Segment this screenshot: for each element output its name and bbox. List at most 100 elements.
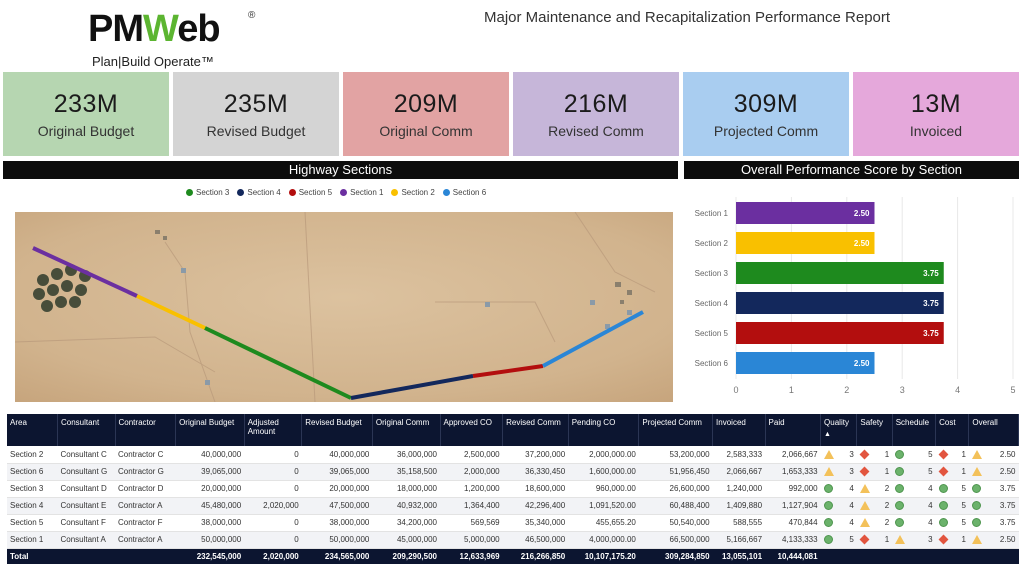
chart-value-label: 2.50	[854, 239, 870, 248]
chart-bar[interactable]	[736, 202, 875, 224]
chart-bar[interactable]	[736, 262, 944, 284]
highway-map[interactable]	[15, 212, 673, 402]
map-legend: Section 3 Section 4 Section 5 Section 1 Sect…	[186, 188, 486, 197]
cell-quality: 3	[820, 463, 857, 481]
total-proj-comm: 309,284,850	[638, 548, 713, 564]
column-header-original-comm[interactable]: Original Comm	[372, 414, 441, 446]
cell-consultant: Consultant F	[57, 514, 115, 532]
route-segment-section-2[interactable]	[136, 294, 206, 330]
table-row[interactable]: Section 6 Consultant G Contractor G 39,065,…	[7, 463, 1019, 481]
legend-item[interactable]: Section 6	[442, 188, 486, 197]
score-value: 3	[849, 467, 854, 476]
column-header-revised-comm[interactable]: Revised Comm	[502, 414, 569, 446]
cell-pending-co: 2,000,000.00	[568, 446, 639, 464]
legend-item[interactable]: Section 5	[288, 188, 332, 197]
triangle-status-icon	[971, 449, 982, 459]
legend-item[interactable]: Section 3	[186, 188, 229, 197]
chart-bar[interactable]	[736, 292, 944, 314]
kpi-card-revised-budget[interactable]: 235M Revised Budget	[173, 72, 339, 156]
cell-approved-co: 2,500,000	[440, 446, 503, 464]
column-header-consultant[interactable]: Consultant	[57, 414, 116, 446]
table-row[interactable]: Section 5 Consultant F Contractor F 38,000,…	[7, 514, 1019, 532]
kpi-label: Original Comm	[379, 122, 473, 139]
route-segment-section-1[interactable]	[32, 246, 138, 298]
column-header-safety[interactable]: Safety	[856, 414, 893, 446]
route-segment-section-6[interactable]	[542, 310, 644, 368]
kpi-card-revised-comm[interactable]: 216M Revised Comm	[513, 72, 679, 156]
score-value: 2.50	[999, 449, 1016, 459]
cell-invoiced: 5,166,667	[712, 531, 766, 549]
cell-adjusted: 0	[244, 463, 302, 481]
cell-orig-comm: 36,000,000	[372, 446, 441, 464]
chart-category-label: Section 1	[695, 209, 729, 218]
column-header-original-budget[interactable]: Original Budget	[175, 414, 245, 446]
chart-bar[interactable]	[736, 322, 944, 344]
column-header-label: Original Comm	[375, 418, 430, 427]
cell-area: Section 5	[7, 514, 58, 532]
legend-item[interactable]: Section 2	[391, 188, 435, 197]
total-empty-cell	[57, 548, 115, 564]
chart-bar[interactable]	[736, 352, 875, 374]
legend-item[interactable]: Section 1	[340, 188, 383, 197]
table-row[interactable]: Section 2 Consultant C Contractor C 40,000,…	[7, 446, 1019, 464]
kpi-card-original-budget[interactable]: 233M Original Budget	[3, 72, 169, 156]
kpi-card-projected-comm[interactable]: 309M Projected Comm	[683, 72, 849, 156]
score-value: 4	[928, 484, 933, 493]
cell-invoiced: 1,240,000	[712, 480, 766, 498]
triangle-status-icon	[971, 467, 982, 476]
chart-value-label: 2.50	[854, 209, 870, 218]
cell-quality: 4	[820, 497, 857, 515]
cell-pending-co: 960,000.00	[568, 480, 639, 498]
cell-rev-comm: 46,500,000	[502, 531, 569, 549]
circle-status-icon	[895, 484, 905, 493]
kpi-value: 235M	[223, 89, 289, 118]
cell-adjusted: 0	[244, 446, 302, 464]
score-value: 5	[961, 501, 966, 510]
cell-adjusted: 2,020,000	[244, 497, 302, 515]
cell-approved-co: 1,200,000	[440, 480, 503, 498]
column-header-paid[interactable]: Paid	[765, 414, 822, 446]
column-header-overall[interactable]: Overall	[968, 414, 1019, 446]
column-header-adjusted-amount[interactable]: Adjusted Amount	[244, 414, 303, 446]
kpi-card-original-comm[interactable]: 209M Original Comm	[343, 72, 509, 156]
score-value: 4	[928, 518, 933, 527]
kpi-card-invoiced[interactable]: 13M Invoiced	[853, 72, 1019, 156]
column-header-cost[interactable]: Cost	[935, 414, 970, 446]
chart-xtick-label: 3	[900, 385, 905, 395]
cell-paid: 1,653,333	[765, 463, 821, 481]
score-value: 1	[961, 449, 966, 459]
route-segment-section-4[interactable]	[350, 374, 474, 400]
column-header-quality[interactable]: Quality ▲	[820, 414, 858, 446]
column-header-schedule[interactable]: Schedule	[892, 414, 937, 446]
table-row[interactable]: Section 1 Consultant A Contractor A 50,000,…	[7, 531, 1019, 549]
column-header-pending-co[interactable]: Pending CO	[568, 414, 640, 446]
route-segment-section-3[interactable]	[204, 326, 352, 400]
column-header-area[interactable]: Area	[7, 414, 58, 446]
table-row[interactable]: Section 3 Consultant D Contractor D 20,000,…	[7, 480, 1019, 498]
cell-area: Section 4	[7, 497, 58, 515]
chart-xtick-label: 5	[1010, 385, 1015, 395]
column-header-revised-budget[interactable]: Revised Budget	[301, 414, 373, 446]
column-header-label: Revised Budget	[305, 418, 362, 427]
cell-adjusted: 0	[244, 531, 302, 549]
cell-pending-co: 1,091,520.00	[568, 497, 639, 515]
chart-bar[interactable]	[736, 232, 875, 254]
circle-status-icon	[971, 518, 981, 527]
table-row[interactable]: Section 4 Consultant E Contractor A 45,480,…	[7, 497, 1019, 515]
cell-rev-comm: 18,600,000	[502, 480, 569, 498]
sort-ascending-icon[interactable]: ▲	[824, 431, 831, 438]
column-header-approved-co[interactable]: Approved CO	[440, 414, 504, 446]
logo-tagline: Plan|Build Operate™	[92, 54, 214, 69]
cell-schedule: 4	[892, 497, 936, 515]
column-header-projected-comm[interactable]: Projected Comm	[638, 414, 714, 446]
column-header-invoiced[interactable]: Invoiced	[712, 414, 766, 446]
route-segment-section-5[interactable]	[472, 364, 544, 378]
score-value: 5	[961, 484, 966, 493]
total-rev-comm: 216,266,850	[502, 548, 569, 564]
kpi-label: Original Budget	[37, 122, 135, 139]
cell-quality: 4	[820, 514, 857, 532]
cell-orig-budget: 50,000,000	[175, 531, 245, 549]
column-header-contractor[interactable]: Contractor	[115, 414, 177, 446]
cell-area: Section 6	[7, 463, 58, 481]
legend-item[interactable]: Section 4	[237, 188, 281, 197]
